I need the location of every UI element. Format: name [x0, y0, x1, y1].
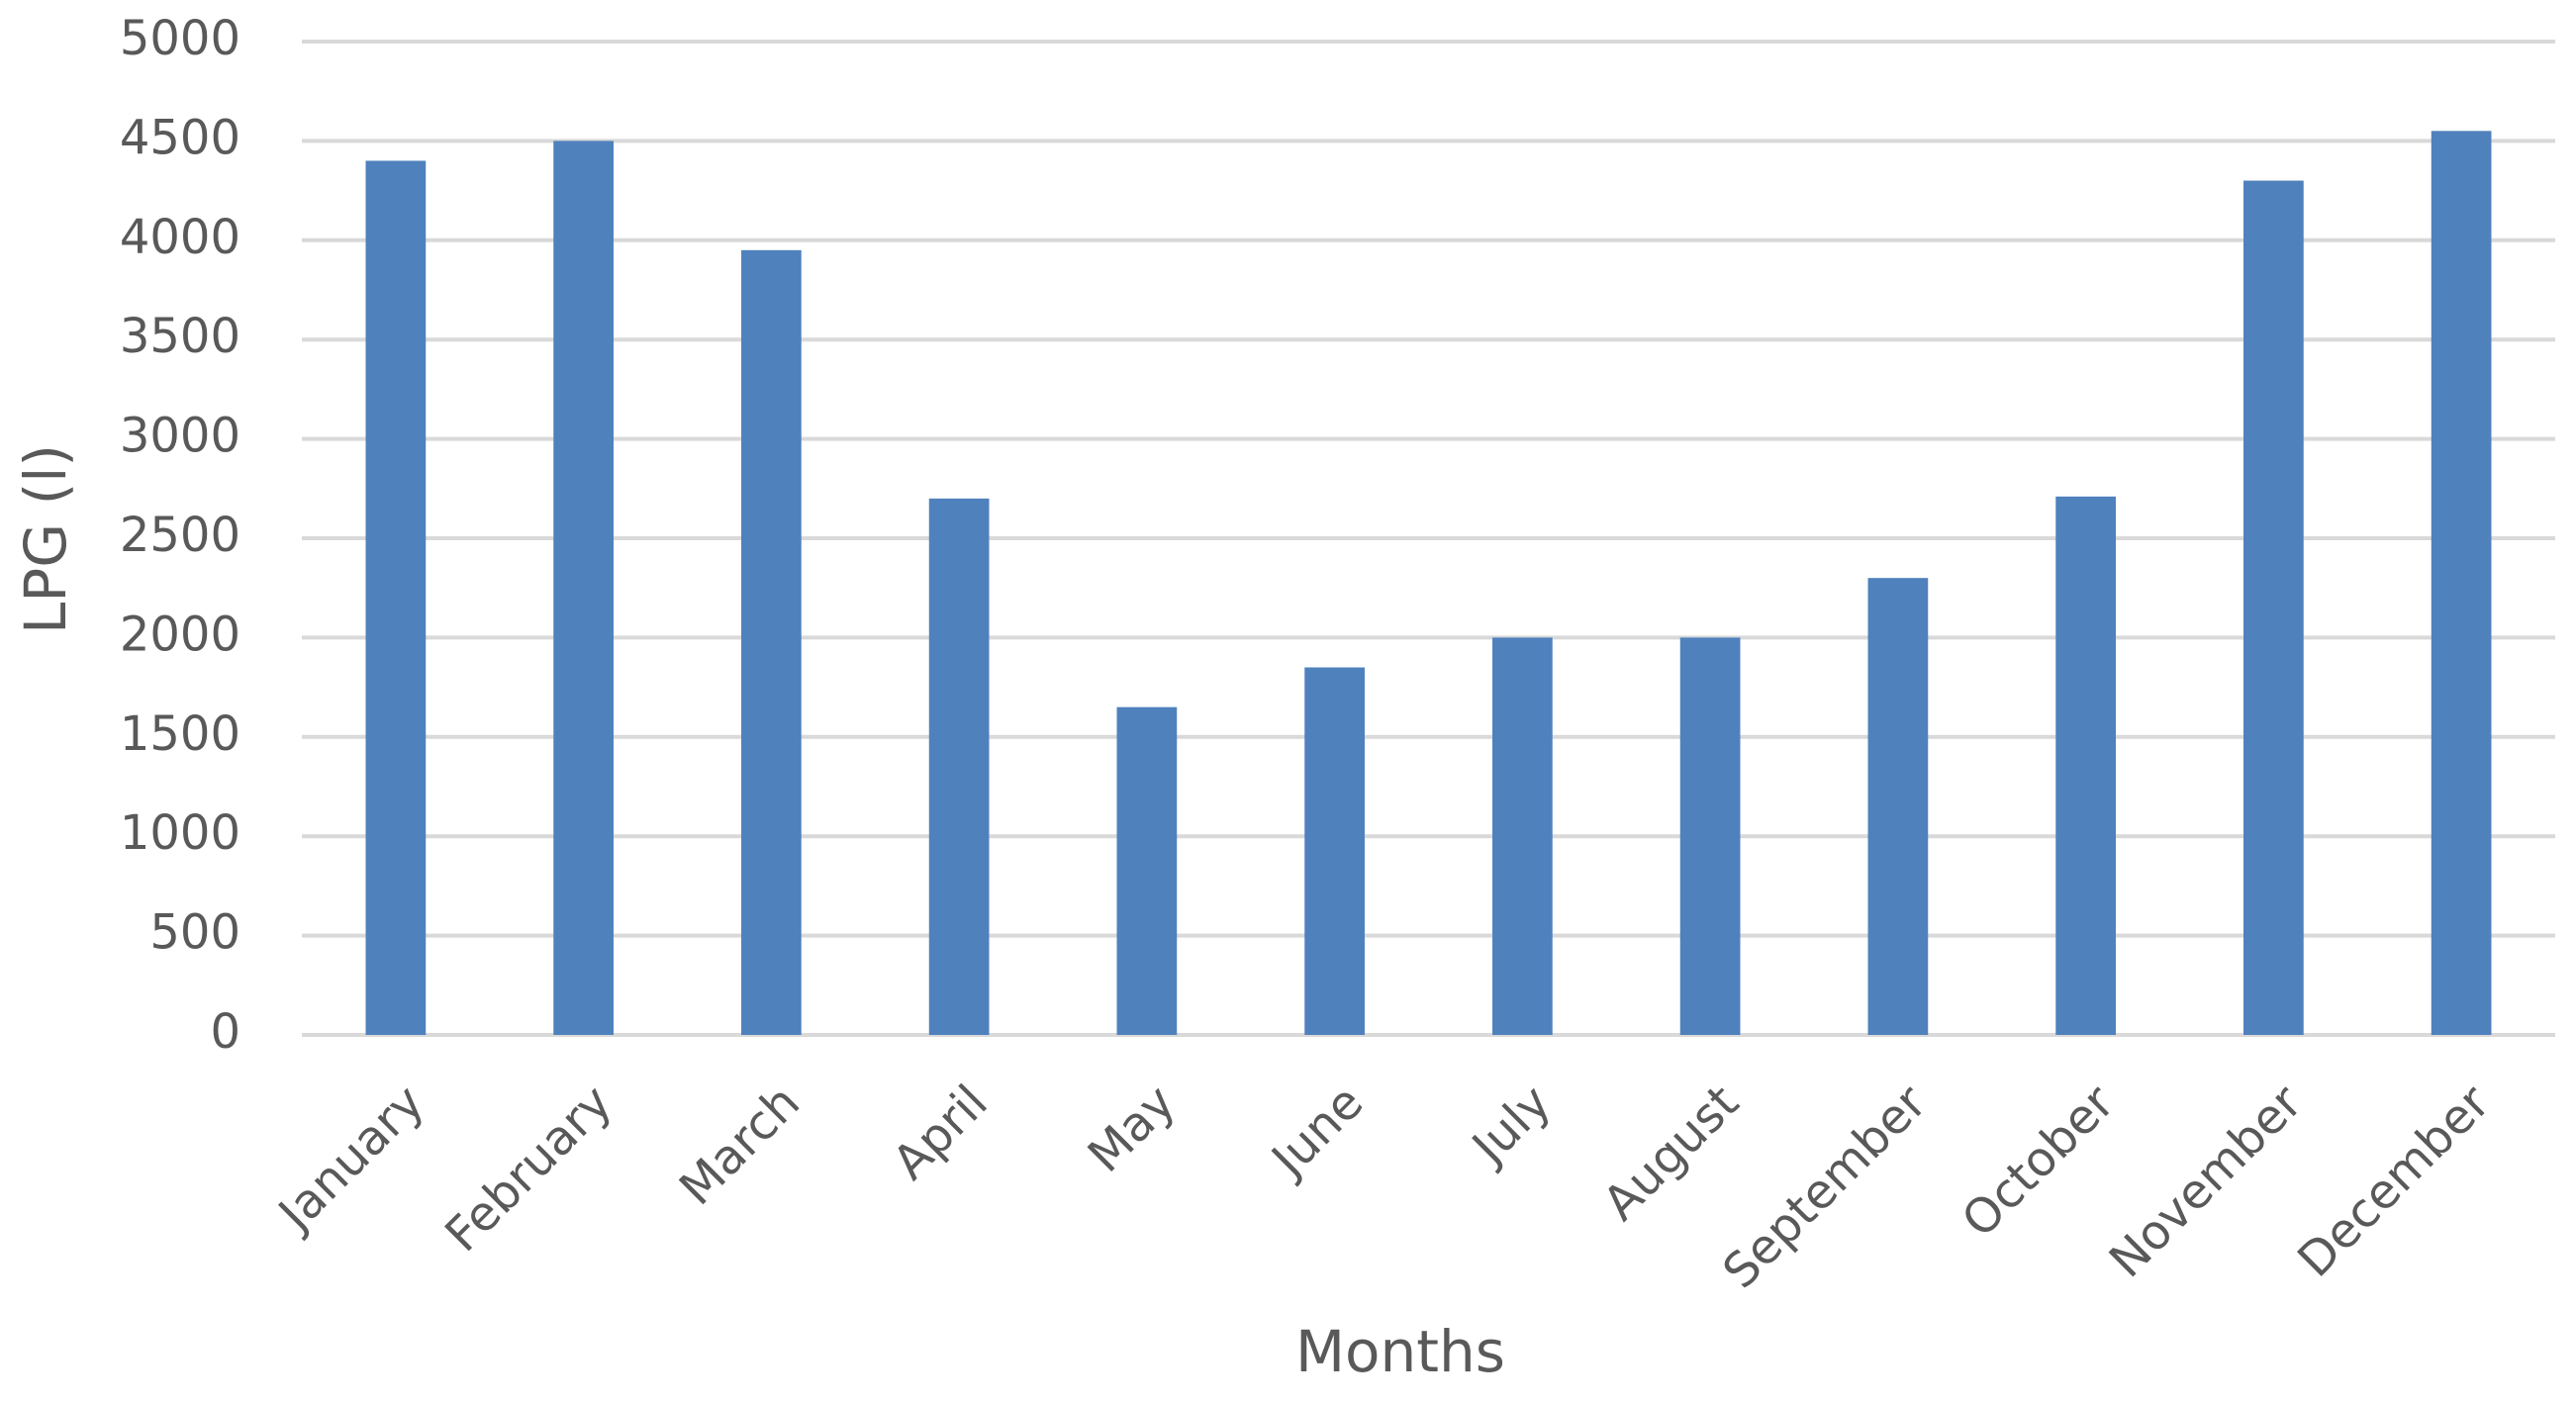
x-tick-label: February — [434, 1075, 622, 1263]
y-tick-label: 5000 — [120, 11, 240, 66]
y-tick-label: 3000 — [120, 409, 240, 464]
x-tick-label: September — [1712, 1075, 1937, 1299]
x-tick-label: January — [266, 1075, 434, 1243]
bar — [1867, 578, 1929, 1035]
y-tick-label: 1500 — [120, 706, 240, 762]
bar — [2243, 180, 2304, 1035]
x-tick-label: May — [1078, 1075, 1187, 1183]
x-tick-label: March — [669, 1075, 811, 1216]
y-tick-label: 3500 — [120, 309, 240, 364]
x-tick-label: June — [1260, 1075, 1375, 1189]
y-tick-label: 500 — [149, 905, 240, 961]
x-tick-label: October — [1952, 1075, 2126, 1249]
bar — [928, 498, 990, 1036]
bar — [2431, 131, 2492, 1036]
y-tick-label: 0 — [210, 1004, 240, 1060]
bar — [365, 160, 427, 1036]
bar — [1304, 667, 1365, 1035]
bar — [1492, 637, 1553, 1035]
x-tick-label: December — [2287, 1075, 2501, 1288]
y-tick-label: 2000 — [120, 607, 240, 662]
y-tick-label: 1000 — [120, 805, 240, 861]
bar — [1116, 706, 1178, 1035]
y-tick-label: 4000 — [120, 210, 240, 265]
bar — [1679, 637, 1741, 1035]
bar — [553, 140, 614, 1035]
y-tick-label: 2500 — [120, 508, 240, 563]
y-axis-title: LPG (l) — [12, 444, 79, 634]
x-tick-label: July — [1460, 1075, 1562, 1176]
x-tick-label: November — [2099, 1075, 2313, 1288]
bar — [2055, 496, 2116, 1035]
bar — [741, 249, 802, 1036]
x-tick-label: April — [883, 1075, 999, 1190]
x-tick-label: August — [1592, 1075, 1749, 1231]
y-tick-label: 4500 — [120, 110, 240, 165]
x-axis-title: Months — [1295, 1318, 1505, 1385]
